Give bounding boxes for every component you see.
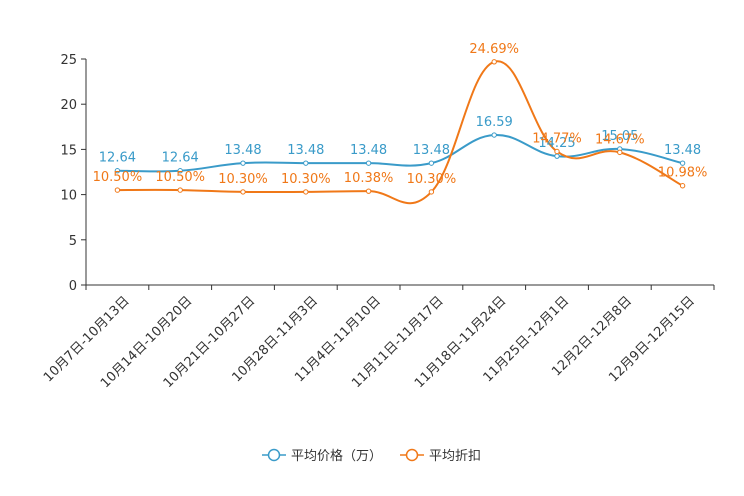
legend-label: 平均折扣 bbox=[429, 449, 481, 464]
legend[interactable]: 平均价格（万） 平均折扣 bbox=[262, 448, 481, 464]
data-label: 16.59 bbox=[476, 115, 513, 130]
data-point bbox=[617, 149, 623, 156]
data-point bbox=[303, 160, 309, 166]
data-label: 14.67% bbox=[595, 132, 645, 147]
data-point bbox=[428, 189, 435, 195]
data-label: 13.48 bbox=[224, 143, 261, 158]
data-label: 12.64 bbox=[162, 151, 199, 166]
y-tick-label: 25 bbox=[60, 53, 77, 68]
data-point bbox=[177, 168, 183, 174]
legend-label: 平均价格（万） bbox=[291, 448, 382, 464]
data-label: 14.25 bbox=[538, 136, 575, 151]
data-point bbox=[365, 160, 372, 166]
data-point bbox=[491, 59, 497, 65]
y-tick-label: 10 bbox=[60, 189, 77, 204]
y-tick-label: 5 bbox=[69, 234, 77, 249]
data-point bbox=[114, 187, 121, 193]
data-label: 12.64 bbox=[99, 151, 136, 166]
data-label: 10.50% bbox=[93, 170, 143, 185]
y-tick-label: 0 bbox=[69, 279, 77, 294]
data-label: 13.48 bbox=[287, 143, 324, 158]
data-point bbox=[554, 148, 560, 155]
data-label: 10.30% bbox=[281, 172, 331, 187]
data-labels: 12.64 12.64 13.48 13.48 13.48 13.48 16.59 14.25… bbox=[93, 42, 708, 187]
data-label: 10.98% bbox=[658, 166, 708, 181]
data-point bbox=[303, 189, 309, 195]
axes: 051015202510月7日-10月13日10月14日-10月20日10月21… bbox=[41, 53, 715, 391]
data-point bbox=[365, 188, 372, 194]
y-tick-label: 20 bbox=[60, 98, 77, 113]
series-lines bbox=[114, 59, 686, 205]
data-point bbox=[491, 132, 497, 138]
data-label: 13.48 bbox=[350, 143, 387, 158]
data-point bbox=[428, 160, 435, 166]
data-label: 24.69% bbox=[469, 42, 519, 57]
data-label: 10.30% bbox=[407, 172, 457, 187]
data-point bbox=[554, 153, 560, 159]
data-point bbox=[679, 183, 686, 189]
legend-item-1[interactable]: 平均价格（万） bbox=[262, 448, 382, 464]
data-label: 13.48 bbox=[413, 143, 450, 158]
legend-marker bbox=[267, 448, 281, 462]
data-label: 13.48 bbox=[664, 143, 701, 158]
data-label: 10.30% bbox=[218, 172, 268, 187]
data-label: 10.50% bbox=[155, 170, 205, 185]
data-point bbox=[177, 187, 183, 193]
data-point bbox=[114, 168, 121, 174]
data-label: 10.38% bbox=[344, 171, 394, 186]
data-label: 15.05 bbox=[601, 129, 638, 144]
data-point bbox=[240, 160, 246, 166]
data-label: 14.77% bbox=[532, 131, 582, 146]
data-point bbox=[679, 160, 686, 166]
data-point bbox=[240, 189, 246, 195]
legend-item-2[interactable]: 平均折扣 bbox=[400, 448, 481, 464]
y-tick-label: 15 bbox=[60, 143, 77, 158]
legend-marker bbox=[405, 448, 419, 462]
series-line-1 bbox=[117, 134, 683, 173]
